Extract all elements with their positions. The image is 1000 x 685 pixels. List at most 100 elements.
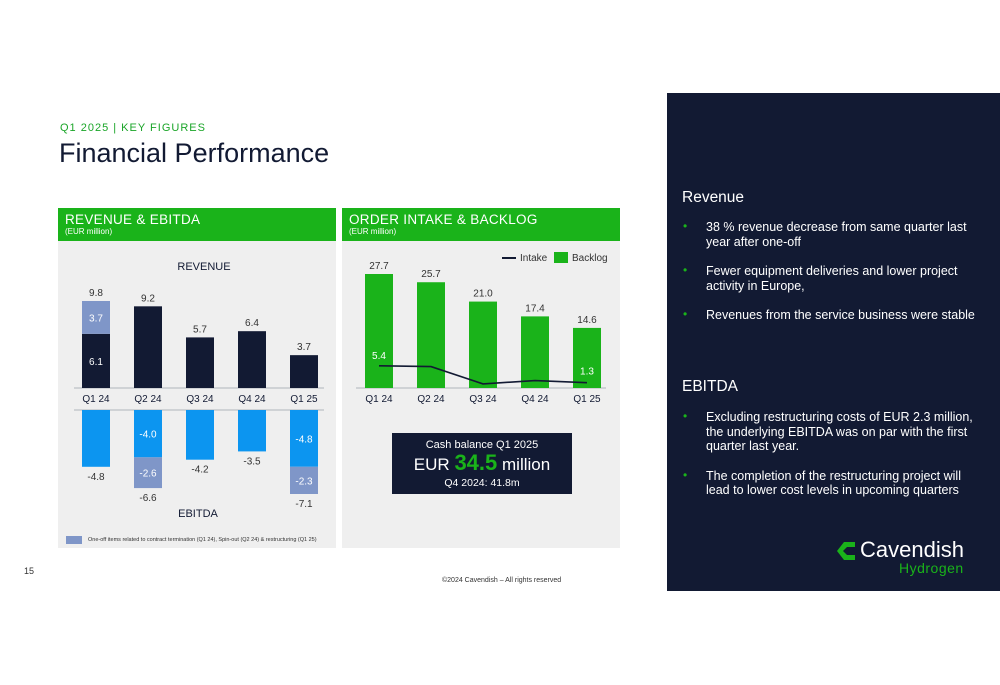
ebitda-chart-label: EBITDA [178, 508, 218, 520]
backlog-bar [573, 327, 601, 388]
backlog-value-label: 17.4 [525, 303, 545, 314]
logo-subline: Hydrogen [899, 560, 964, 576]
one-off-legend: One-off items related to contract termin… [66, 536, 317, 544]
revenue-bar [186, 337, 214, 388]
revenue-points: • 38 % revenue decrease from same quarter… [682, 219, 982, 338]
ebitda-point-text: The completion of the restructuring proj… [706, 468, 961, 498]
revenue-point-1: • 38 % revenue decrease from same quarter… [682, 219, 982, 249]
ebitda-base-label: -4.8 [295, 434, 313, 445]
revenue-category-label: Q1 24 [82, 394, 110, 405]
ebitda-total-label: -7.1 [295, 499, 313, 510]
ebitda-bar [238, 410, 266, 452]
order-category-label: Q3 24 [469, 394, 497, 405]
revenue-point-text: Fewer equipment deliveries and lower pro… [706, 264, 958, 293]
revenue-oneoff-bar [82, 301, 110, 334]
ebitda-heading: EBITDA [682, 378, 738, 395]
ebitda-oneoff-bar [290, 466, 318, 494]
one-off-swatch [66, 536, 82, 544]
cash-amount: 34.5 [454, 450, 498, 475]
ebitda-bar [134, 410, 162, 458]
revenue-ebitda-title: REVENUE & EBITDA [65, 212, 201, 227]
revenue-bar [238, 331, 266, 388]
order-category-label: Q1 24 [365, 394, 393, 405]
ebitda-total-label: -6.6 [139, 493, 157, 504]
order-category-label: Q2 24 [417, 394, 445, 405]
ebitda-base-label: -4.0 [139, 430, 157, 441]
cash-prefix: EUR [413, 455, 450, 474]
revenue-ebitda-unit: (EUR million) [65, 227, 113, 236]
bullet-icon: • [683, 263, 688, 277]
backlog-value-label: 21.0 [473, 289, 493, 300]
cash-balance-value: EUR 34.5 million [392, 452, 572, 476]
legend-backlog-swatch [554, 252, 568, 263]
legend-backlog-label: Backlog [572, 253, 608, 264]
ebitda-oneoff-label: -2.6 [139, 469, 157, 480]
commentary-sidebar: Revenue • 38 % revenue decrease from same… [667, 93, 1000, 591]
ebitda-point-1: • Excluding restructuring costs of EUR 2.… [682, 409, 982, 454]
revenue-oneoff-label: 3.7 [89, 313, 103, 324]
bullet-icon: • [683, 219, 688, 233]
ebitda-point-text: Excluding restructuring costs of EUR 2.3… [706, 410, 973, 453]
cash-previous: Q4 2024: 41.8m [444, 477, 520, 489]
intake-line [378, 364, 588, 385]
ebitda-oneoff-label: -2.3 [295, 476, 313, 487]
intake-value-label: 1.3 [580, 367, 594, 378]
bullet-icon: • [683, 409, 688, 423]
revenue-category-label: Q3 24 [186, 394, 214, 405]
revenue-point-3: • Revenues from the service business were… [682, 307, 982, 323]
order-intake-panel: ORDER INTAKE & BACKLOG (EUR million) Int… [342, 208, 620, 548]
ebitda-total-label: -4.8 [87, 472, 105, 483]
backlog-bar [521, 316, 549, 388]
bullet-icon: • [683, 307, 688, 321]
ebitda-bar [186, 410, 214, 460]
bullet-icon: • [683, 467, 688, 482]
revenue-chart-label: REVENUE [177, 261, 230, 273]
page-number: 15 [24, 566, 35, 576]
revenue-category-label: Q2 24 [134, 394, 162, 405]
one-off-legend-text: One-off items related to contract termin… [88, 537, 317, 543]
order-category-label: Q4 24 [521, 394, 549, 405]
revenue-category-label: Q4 24 [238, 394, 266, 405]
order-intake-title: ORDER INTAKE & BACKLOG [349, 212, 538, 227]
cavendish-logo-icon [837, 542, 855, 560]
revenue-ebitda-panel: REVENUE & EBITDA (EUR million) REVENUE E… [58, 208, 336, 548]
page-title: Financial Performance [59, 138, 330, 168]
revenue-point-text: 38 % revenue decrease from same quarter … [706, 220, 967, 249]
revenue-ebitda-header: REVENUE & EBITDA (EUR million) [58, 208, 336, 241]
ebitda-bar [290, 410, 318, 467]
revenue-total-label: 5.7 [193, 324, 207, 335]
revenue-bar [290, 355, 318, 388]
logo-wordmark: Cavendish [860, 537, 964, 562]
ebitda-oneoff-bar [134, 457, 162, 489]
backlog-value-label: 14.6 [577, 315, 597, 326]
revenue-category-label: Q1 25 [290, 394, 318, 405]
revenue-total-label: 9.2 [141, 293, 155, 304]
ebitda-total-label: -3.5 [243, 456, 261, 467]
legend-intake-label: Intake [520, 253, 548, 264]
backlog-bar [469, 301, 497, 388]
backlog-value-label: 25.7 [421, 269, 441, 280]
ebitda-points: • Excluding restructuring costs of EUR 2.… [682, 409, 982, 513]
ebitda-total-label: -4.2 [191, 465, 209, 476]
revenue-total-label: 6.4 [245, 318, 259, 329]
intake-value-label: 5.4 [372, 351, 386, 362]
revenue-total-label: 3.7 [297, 342, 311, 353]
cavendish-logo: Cavendish Hydrogen [835, 537, 975, 577]
backlog-bar [365, 274, 393, 388]
revenue-base-label: 6.1 [89, 357, 103, 368]
copyright: ©2024 Cavendish – All rights reserved [442, 577, 562, 584]
revenue-point-text: Revenues from the service business were … [706, 308, 975, 322]
ebitda-point-2: • The completion of the restructuring pro… [682, 467, 982, 498]
revenue-bar [82, 333, 110, 388]
order-category-label: Q1 25 [573, 394, 601, 405]
backlog-value-label: 27.7 [369, 261, 389, 272]
revenue-point-2: • Fewer equipment deliveries and lower pr… [682, 263, 982, 293]
revenue-bar [134, 306, 162, 388]
revenue-heading: Revenue [682, 189, 745, 206]
revenue-total-label: 9.8 [89, 288, 103, 299]
page-subtitle: Q1 2025 | KEY FIGURES [60, 122, 206, 134]
cash-balance-box: Cash balance Q1 2025 EUR 34.5 million Q4… [392, 433, 572, 494]
backlog-bar [417, 282, 445, 388]
revenue-ebitda-chart: REVENUE EBITDA 3.7 6.1 9.8 Q1 24 9.2 Q2 24 5.7… [74, 261, 324, 520]
cash-balance-label: Cash balance Q1 2025 [425, 439, 539, 451]
